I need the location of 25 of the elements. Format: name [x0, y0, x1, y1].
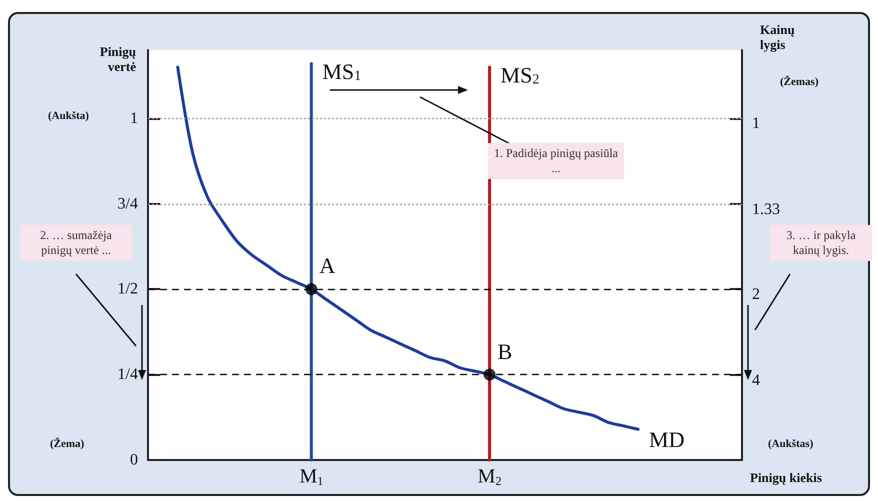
text: (Žema)	[50, 438, 84, 450]
series-label: MD	[649, 426, 685, 452]
text: (Žemas)	[780, 76, 818, 88]
series-label: MS1	[322, 59, 362, 84]
y-tick-label: 1	[130, 110, 138, 127]
line-series	[176, 66, 640, 431]
text: 2	[752, 286, 760, 304]
annotation: 1. Padidėja pinigų pasiūla ...	[488, 143, 624, 179]
y-tick-label: 0	[130, 452, 138, 468]
text: 1.33	[752, 200, 780, 219]
annotation: A	[319, 253, 336, 280]
y-tick-label: 1/4	[118, 366, 138, 384]
text: (Aukštas)	[768, 438, 814, 450]
text: 4	[752, 372, 760, 390]
annotation: B	[498, 338, 512, 365]
x-axis-title: Pinigų kiekis	[750, 470, 822, 485]
y2-axis-title: Kainų lygis	[760, 22, 796, 52]
y-tick-label: 1/2	[118, 280, 138, 298]
y-tick-label: 3/4	[118, 195, 138, 212]
y-axis-title: Pinigų vertė	[98, 44, 136, 74]
series-label: MS2	[500, 62, 540, 88]
text: 2. … sumažėja pinigų vertė ...	[20, 225, 132, 261]
text: (Aukšta)	[48, 110, 89, 122]
text: 1	[752, 115, 760, 134]
text: 3. … ir pakyla kainų lygis.	[770, 225, 872, 261]
